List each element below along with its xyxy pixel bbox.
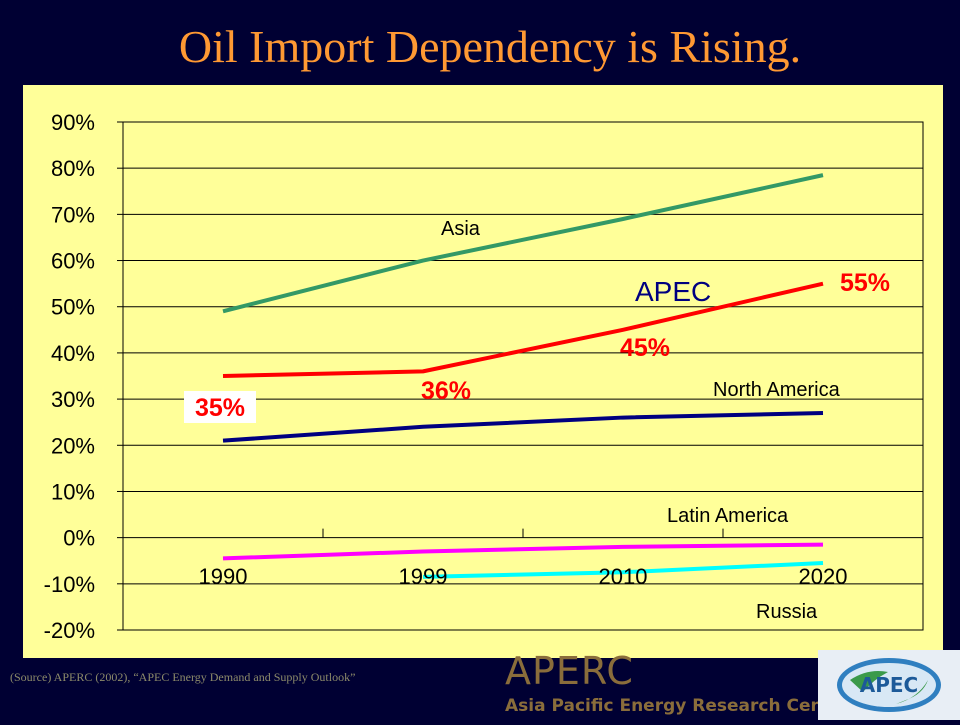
slide-title: Oil Import Dependency is Rising. [178, 21, 802, 72]
series-label-apec: APEC [635, 276, 711, 307]
series-line-russia [422, 561, 824, 579]
series-line-north-america [222, 410, 824, 443]
y-tick-label: 50% [51, 295, 95, 320]
y-tick-label: 20% [51, 433, 95, 458]
aperc-logo: APERC Asia Pacific Energy Research Centr… [505, 650, 851, 716]
data-label-apec: 35% [195, 394, 245, 422]
x-tick-label: 1999 [399, 564, 448, 589]
aperc-logo-main: APERC [505, 649, 634, 693]
data-label-apec: 36% [421, 377, 471, 405]
x-tick-label: 2010 [599, 564, 648, 589]
y-tick-label: 60% [51, 249, 95, 274]
chart-panel: 90% 80% 70% 60% 50% 40% 30% 20% 10% 0% -10% -20% Asi… [23, 85, 943, 658]
series-label-latin-america: Latin America [667, 505, 789, 527]
data-label-apec: 45% [620, 334, 670, 362]
x-tick-label: 2020 [799, 564, 848, 589]
y-tick-label: -10% [44, 572, 95, 597]
apec-logo-icon: APEC [818, 650, 960, 720]
y-tick-label: 90% [51, 110, 95, 135]
aperc-logo-sub: Asia Pacific Energy Research Centre [505, 696, 851, 716]
x-tick-label: 1990 [199, 564, 248, 589]
series-line-apec [222, 281, 824, 378]
series-line-latin-america [222, 542, 824, 561]
y-tick-label: 80% [51, 156, 95, 181]
y-tick-label: 0% [63, 526, 95, 551]
y-tick-label: -20% [44, 618, 95, 643]
data-label-bg [184, 391, 256, 423]
series-line-asia [222, 173, 824, 314]
source-note: (Source) APERC (2002), “APEC Energy Dema… [10, 670, 356, 684]
line-chart: 90% 80% 70% 60% 50% 40% 30% 20% 10% 0% -10% -20% Asi… [44, 110, 924, 643]
series-label-north-america: North America [713, 379, 841, 401]
y-tick-label: 30% [51, 387, 95, 412]
y-tick-label: 40% [51, 341, 95, 366]
apec-badge-text: APEC [860, 673, 918, 697]
series-label-asia: Asia [441, 218, 481, 240]
data-label-apec: 55% [840, 269, 890, 297]
y-tick-label: 10% [51, 479, 95, 504]
y-tick-label: 70% [51, 202, 95, 227]
series-label-russia: Russia [756, 601, 818, 623]
